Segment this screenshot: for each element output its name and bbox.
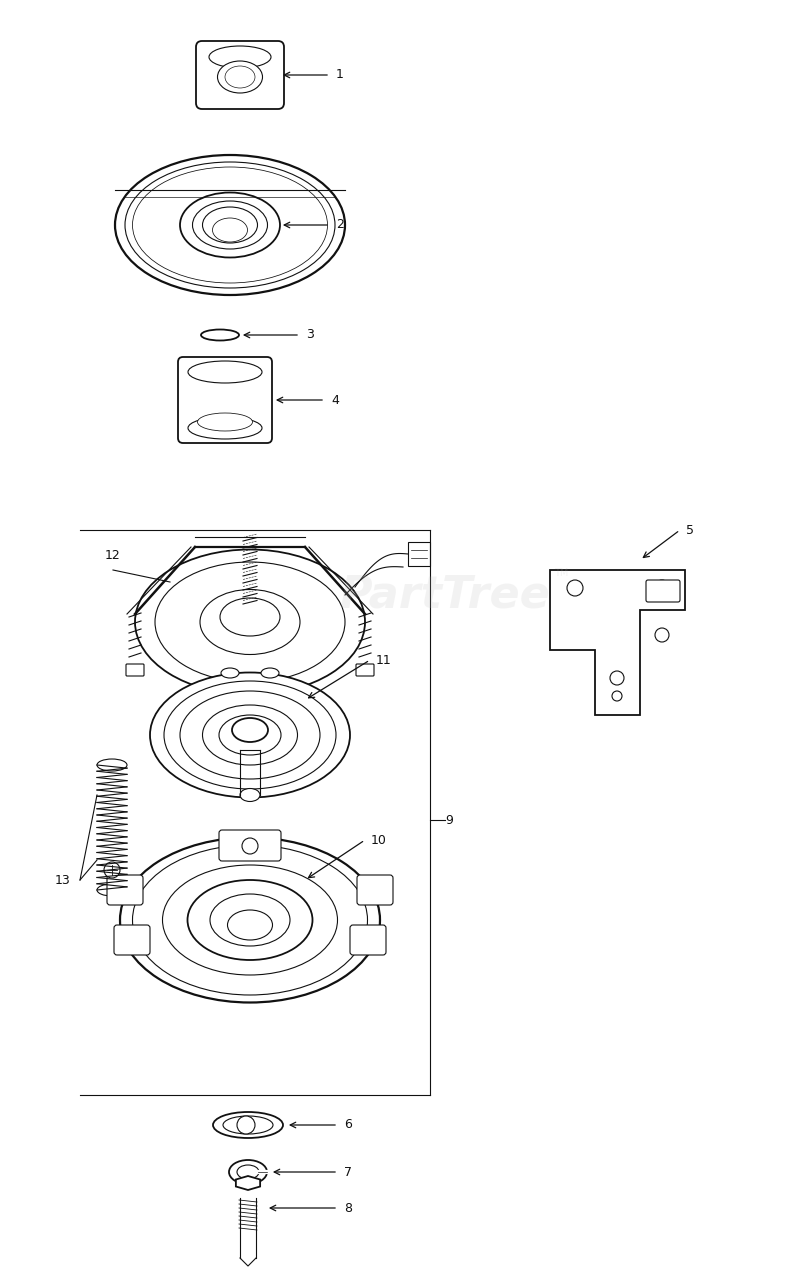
- Ellipse shape: [201, 329, 239, 340]
- Ellipse shape: [115, 155, 345, 294]
- Circle shape: [242, 838, 258, 854]
- Ellipse shape: [193, 201, 267, 250]
- Text: 10: 10: [371, 833, 387, 846]
- Ellipse shape: [237, 1165, 259, 1179]
- Text: PartTree: PartTree: [339, 573, 550, 617]
- Ellipse shape: [220, 598, 280, 636]
- Ellipse shape: [210, 893, 290, 946]
- Circle shape: [655, 628, 669, 643]
- Ellipse shape: [219, 716, 281, 755]
- Ellipse shape: [261, 668, 279, 678]
- Ellipse shape: [232, 718, 268, 742]
- Text: 8: 8: [344, 1202, 352, 1215]
- Ellipse shape: [213, 218, 247, 242]
- Ellipse shape: [225, 67, 255, 88]
- Ellipse shape: [221, 668, 239, 678]
- Ellipse shape: [229, 1160, 267, 1184]
- FancyBboxPatch shape: [178, 357, 272, 443]
- Circle shape: [654, 580, 670, 596]
- Ellipse shape: [187, 881, 312, 960]
- FancyBboxPatch shape: [114, 925, 150, 955]
- Ellipse shape: [188, 361, 262, 383]
- Text: 9: 9: [445, 814, 453, 827]
- FancyBboxPatch shape: [196, 41, 284, 109]
- Circle shape: [567, 580, 583, 596]
- Polygon shape: [550, 570, 685, 716]
- Ellipse shape: [163, 865, 338, 975]
- Polygon shape: [236, 1176, 260, 1190]
- FancyBboxPatch shape: [646, 580, 680, 602]
- Ellipse shape: [209, 46, 271, 68]
- Ellipse shape: [213, 1112, 283, 1138]
- Ellipse shape: [197, 413, 252, 431]
- Ellipse shape: [125, 163, 335, 288]
- Ellipse shape: [135, 549, 365, 695]
- Text: 5: 5: [686, 524, 694, 536]
- Text: 7: 7: [344, 1166, 352, 1179]
- Bar: [408, 541, 430, 566]
- Text: 11: 11: [376, 654, 392, 667]
- Text: 12: 12: [105, 549, 121, 562]
- FancyBboxPatch shape: [219, 829, 281, 861]
- Ellipse shape: [97, 884, 127, 896]
- Text: TM: TM: [554, 568, 569, 579]
- FancyBboxPatch shape: [357, 876, 393, 905]
- Ellipse shape: [188, 417, 262, 439]
- Ellipse shape: [155, 562, 345, 682]
- Ellipse shape: [202, 705, 297, 765]
- Ellipse shape: [223, 1116, 273, 1134]
- Ellipse shape: [164, 681, 336, 788]
- FancyBboxPatch shape: [126, 664, 144, 676]
- Ellipse shape: [240, 788, 260, 801]
- Ellipse shape: [132, 166, 328, 283]
- Circle shape: [610, 671, 624, 685]
- Circle shape: [612, 691, 622, 701]
- Ellipse shape: [180, 691, 320, 780]
- Text: 6: 6: [344, 1119, 352, 1132]
- Text: 2: 2: [336, 219, 344, 232]
- Ellipse shape: [180, 192, 280, 257]
- Text: 13: 13: [54, 873, 70, 887]
- Ellipse shape: [97, 759, 127, 771]
- Text: 1: 1: [336, 69, 344, 82]
- Ellipse shape: [132, 845, 367, 995]
- FancyBboxPatch shape: [356, 664, 374, 676]
- Ellipse shape: [202, 207, 258, 243]
- FancyBboxPatch shape: [350, 925, 386, 955]
- Ellipse shape: [217, 61, 262, 93]
- Circle shape: [104, 861, 120, 878]
- Circle shape: [237, 1116, 255, 1134]
- Text: 3: 3: [306, 329, 314, 342]
- Ellipse shape: [150, 672, 350, 797]
- Ellipse shape: [200, 590, 300, 654]
- FancyBboxPatch shape: [107, 876, 143, 905]
- Ellipse shape: [228, 910, 273, 940]
- Ellipse shape: [120, 837, 380, 1002]
- Text: 4: 4: [331, 393, 339, 407]
